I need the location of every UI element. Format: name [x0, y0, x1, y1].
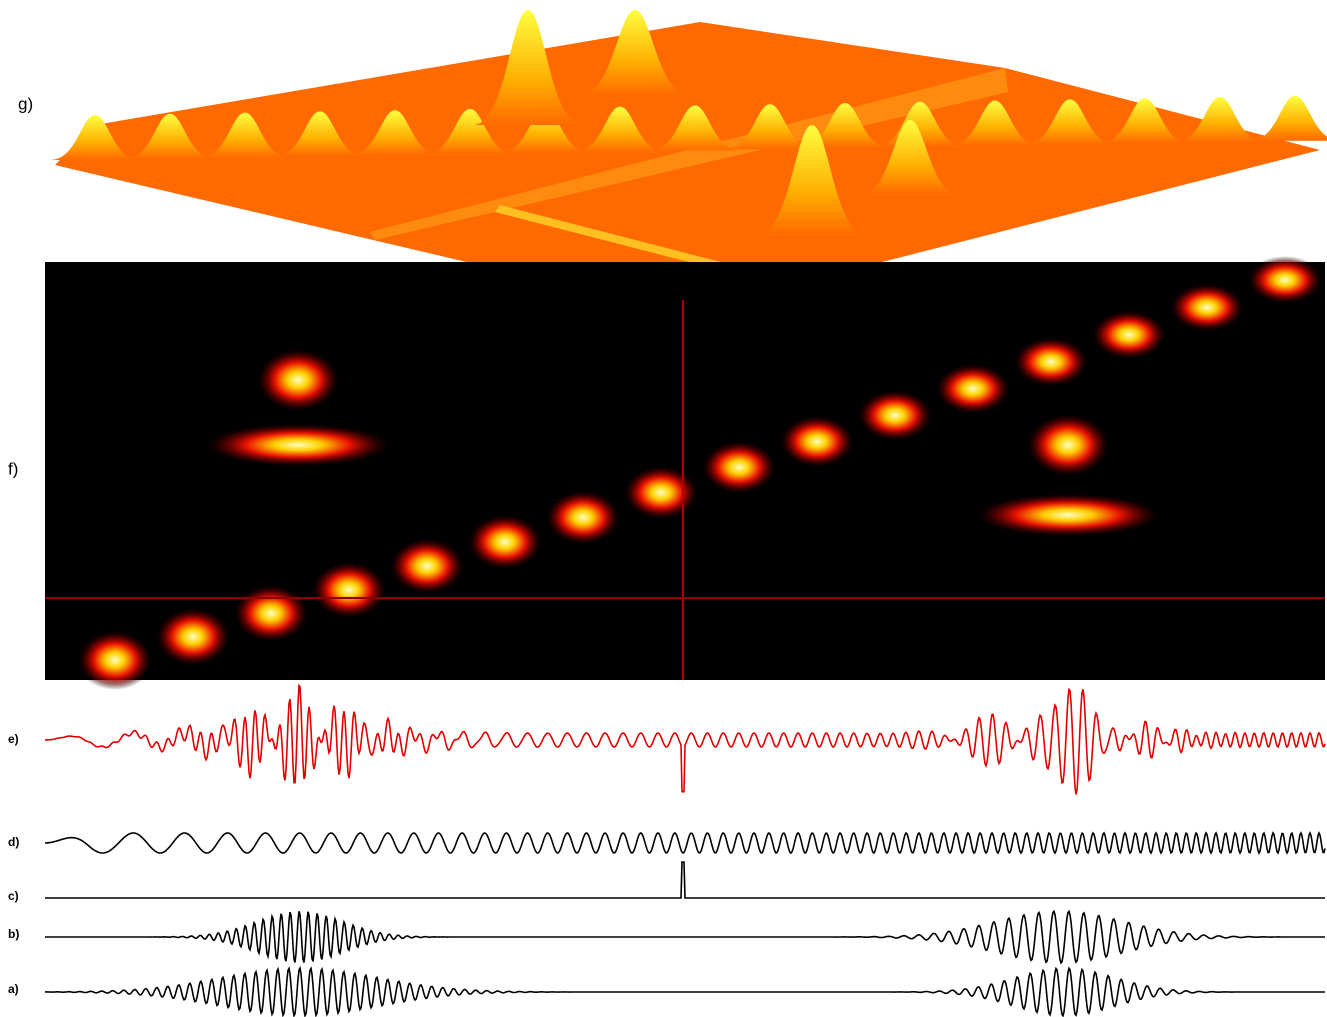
- surface-peak: [650, 105, 740, 151]
- surface-peak: [800, 103, 890, 148]
- panel-label: g): [18, 94, 33, 113]
- surface-peak: [200, 112, 290, 158]
- surface-peak: [1250, 95, 1327, 141]
- surface: [55, 22, 1320, 313]
- tf-atom: [1026, 413, 1110, 477]
- waveform: [45, 683, 1326, 795]
- tf-atom: [623, 465, 699, 520]
- surface-peak: [275, 111, 365, 157]
- panel-label: a): [8, 982, 19, 996]
- tf-atom: [545, 489, 621, 546]
- signals: [45, 683, 1326, 1017]
- tf-atom: [389, 537, 465, 595]
- panel-label: e): [8, 732, 19, 746]
- tf-atom: [203, 423, 393, 467]
- tf-atom: [857, 389, 933, 442]
- surface-peak: [725, 104, 815, 150]
- waveform: [45, 830, 1326, 855]
- waveform: [45, 965, 1325, 1017]
- tf-atom: [155, 607, 231, 667]
- tf-atom: [1169, 283, 1245, 332]
- waveform: [45, 861, 1325, 899]
- surface-peak: [50, 115, 140, 160]
- tf-atom: [1013, 336, 1089, 388]
- tf-atom: [311, 561, 387, 619]
- waveform: [45, 909, 1325, 965]
- tf-atom: [467, 513, 543, 570]
- tf-atom: [935, 363, 1011, 415]
- surface-peak: [350, 110, 440, 156]
- surface-peak: [1100, 98, 1190, 144]
- panel-label: f): [8, 459, 18, 478]
- tf-atom: [256, 348, 340, 412]
- tf-atom: [701, 440, 777, 495]
- surface-peak: [875, 101, 965, 147]
- surface-peak: [757, 125, 867, 235]
- surface-peak: [575, 106, 665, 152]
- surface-peak: [950, 100, 1040, 146]
- surface-peak: [425, 109, 515, 154]
- panel-label: c): [8, 889, 19, 903]
- surface-plot: [50, 10, 1327, 313]
- panel-label: b): [8, 927, 19, 941]
- surface-peak: [473, 10, 583, 125]
- tf-atom: [233, 584, 309, 643]
- surface-peak: [860, 120, 960, 195]
- tf-atom: [1247, 256, 1323, 304]
- surface-peak: [580, 10, 690, 95]
- tf-atom: [973, 493, 1163, 537]
- surface-peak: [1175, 97, 1265, 142]
- tf-atom: [1091, 309, 1167, 360]
- surface-peak: [1025, 99, 1115, 145]
- panel-label: d): [8, 835, 19, 849]
- surface-peak: [500, 107, 590, 153]
- tf-atom: [77, 630, 153, 690]
- tf-atom: [779, 415, 855, 468]
- surface-peak: [125, 113, 215, 159]
